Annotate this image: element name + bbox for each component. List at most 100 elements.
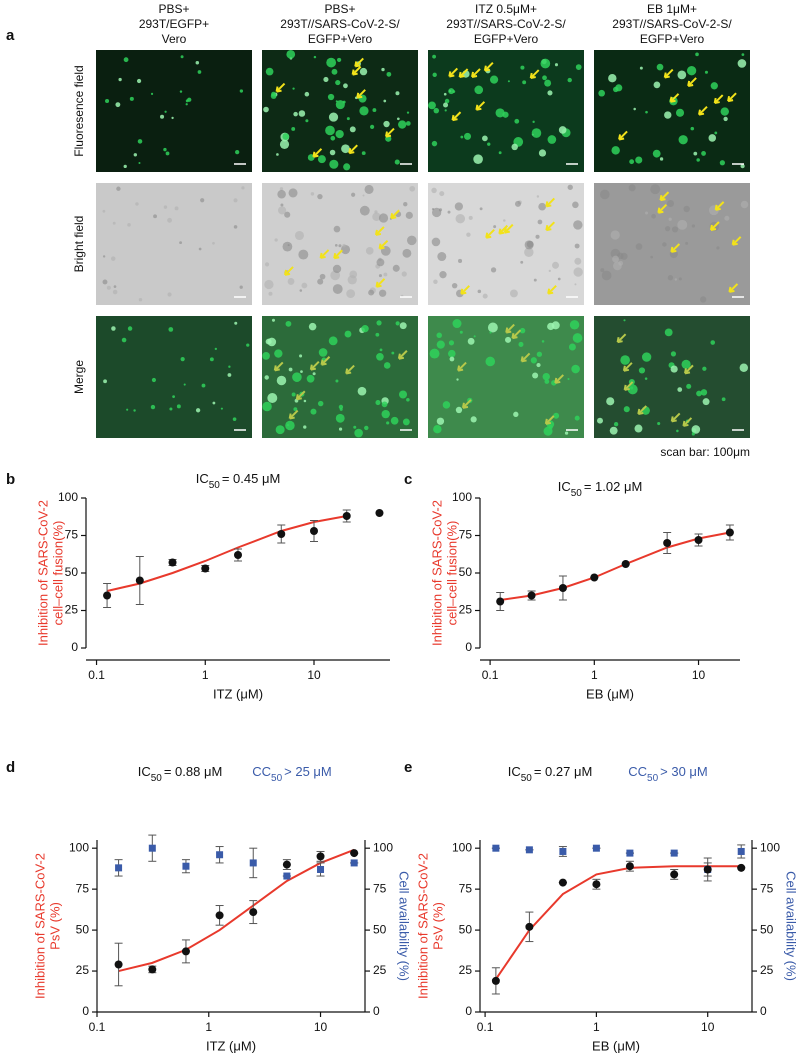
fluorescent-cell [376,352,384,361]
cell [113,285,117,288]
pointer-arrow [284,266,294,276]
fluorescent-cell [675,108,685,117]
fluorescent-cell [313,55,317,59]
chart-title: IC50 = 0.27 μM [508,764,593,784]
cell [667,275,674,281]
y-axis-label: Inhibition of SARS-CoV-2 [35,500,50,646]
fluorescent-cell [664,111,672,119]
fluorescent-cell [265,338,272,345]
cell [683,205,690,213]
fluorescent-cell [111,326,116,331]
cell [574,283,577,286]
cell [455,213,466,224]
pointer-arrow [448,67,459,78]
fluorescent-cell [390,416,399,425]
fluorescent-cell [187,97,192,102]
fluorescent-cell [691,432,695,436]
pointer-arrow [460,285,470,295]
fluorescent-cell [656,63,664,71]
fluorescent-cell [489,331,492,334]
fluorescent-cell [349,126,356,133]
cell [557,277,561,281]
pointer-arrow [616,333,627,344]
pointer-arrow [698,105,708,116]
square-point [559,847,567,855]
fluorescent-cell [448,340,455,346]
cell [233,198,238,203]
fluorescent-cell [383,99,387,103]
cell [431,187,437,194]
fluorescent-cell [133,409,136,412]
cell [138,297,143,302]
fluorescent-cell [459,330,463,334]
fluorescent-cell [335,79,341,86]
data-point [694,536,703,544]
cell [298,249,309,260]
fluorescent-cell [180,356,185,362]
title-part: 50 [271,773,283,784]
column-header: EGFP+Vero [474,32,539,46]
data-point [148,965,157,974]
pointer-arrow [709,221,720,231]
fluorescent-cell [176,404,181,409]
cell [666,199,675,208]
data-point [249,908,258,917]
fluorescent-cell [554,63,558,67]
fluorescent-cell [299,354,303,358]
fluorescent-cell [547,322,555,331]
x-tick-label: 1 [202,668,209,682]
data-point [663,539,672,547]
fluorescent-cell [234,321,238,325]
pointer-arrow [309,360,320,371]
x-tick-label: 10 [307,668,321,682]
cell [538,202,547,211]
fluorescent-cell [569,320,580,330]
fluorescent-cell [137,139,143,144]
cell [333,225,341,233]
fluorescent-cell [691,425,701,434]
fluorescent-cell [343,83,348,89]
fluorescent-cell [123,164,127,169]
data-point [725,528,734,537]
fluorescent-cell [201,383,206,388]
fluorescent-cell [343,163,351,171]
fluorescent-cell [473,335,476,338]
cell [552,261,560,269]
x-tick-label: 0.1 [88,668,105,682]
fluorescent-cell [318,348,328,357]
fluorescent-cell [354,428,363,438]
title-part: IC [138,764,151,779]
fluorescent-cell [195,408,201,413]
fluorescent-cell [103,379,107,384]
cell [409,185,416,192]
fluorescent-cell [232,417,237,421]
cell [716,246,720,250]
fluorescent-cell [436,417,445,425]
cell [135,202,139,206]
cell [282,241,293,252]
pointer-arrow [461,399,472,409]
y-tick-label: 75 [459,881,473,895]
fluorescent-cell [395,91,400,96]
pointer-arrow [727,92,737,103]
square-point [115,864,123,872]
fluorescent-cell [448,88,455,95]
cell [127,223,131,227]
fluorescent-cell [405,121,411,126]
fluorescent-cell [677,387,683,392]
fluorescent-cell [357,386,367,396]
cell [365,247,374,255]
fluorescent-cell [160,114,165,119]
fluorescent-cell [286,423,290,427]
fluorescent-cell [598,89,605,97]
data-point [527,591,536,600]
fluorescent-cell [606,397,615,406]
cell [287,278,295,285]
y-axis-label: PsV (%) [430,902,445,950]
pointer-arrow [354,57,364,68]
column-header: Vero [162,32,187,46]
fluorescent-cell [538,149,547,157]
pointer-arrow [728,283,739,293]
fluorescent-cell [326,57,337,68]
cell [334,244,338,247]
